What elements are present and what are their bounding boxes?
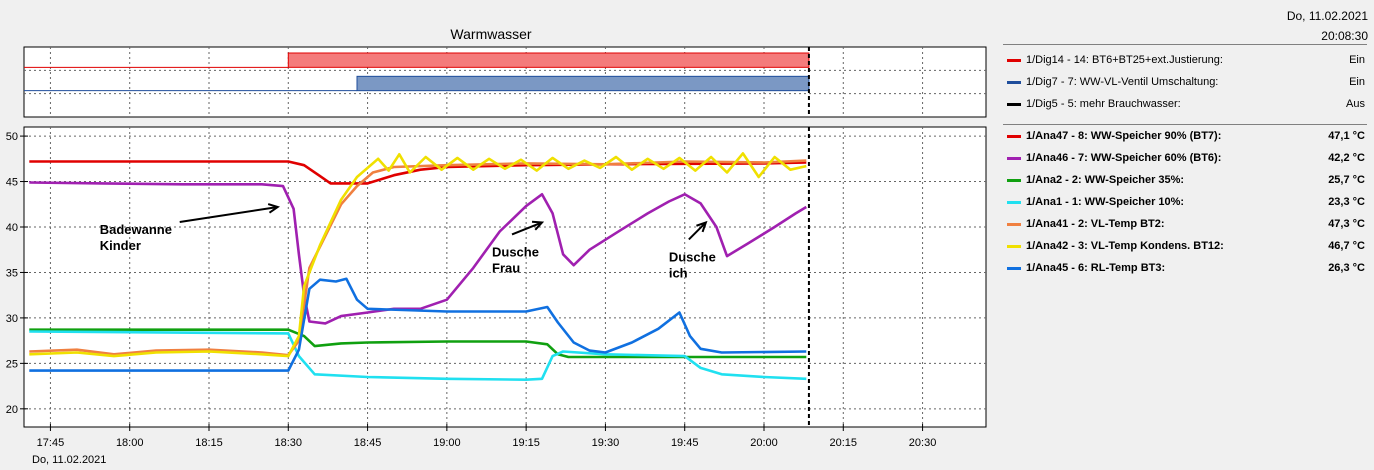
analog-legend-row: 1/Ana46 - 7: WW-Speicher 60% (BT6): 42,2 … [1003,147,1367,169]
legend-divider-mid [1003,124,1367,125]
annotation-label: ich [669,265,688,280]
x-tick-label: 19:45 [671,437,699,449]
digital-on-block [287,52,810,68]
legend-value: 23,3 °C [1328,196,1365,208]
legend-label: 1/Dig7 - 7: WW-VL-Ventil Umschaltung: [1026,76,1219,88]
x-tick-label: 19:15 [512,437,540,449]
x-tick-label: 18:45 [354,437,382,449]
digital-on-block [356,75,810,92]
header-date: Do, 11.02.2021 [1286,9,1368,23]
annotation-arrowhead [531,220,545,231]
x-axis-date-label: Do, 11.02.2021 [32,454,106,466]
analog-legend-row: 1/Ana47 - 8: WW-Speicher 90% (BT7): 47,1 … [1003,125,1367,147]
series-line [29,181,807,325]
legend-swatch [1007,178,1021,182]
legend-label: 1/Ana47 - 8: WW-Speicher 90% (BT7): [1026,130,1222,142]
y-tick-label: 30 [6,313,18,325]
annotation-arrow [688,221,707,241]
legend-swatch [1007,266,1021,270]
annotation-label: Dusche [669,249,716,264]
legend-swatch [1007,156,1021,160]
annotation-arrowhead [696,220,708,233]
legend-value: Ein [1349,54,1365,66]
y-tick-label: 50 [6,131,18,143]
legend-swatch [1007,80,1021,84]
series-line [29,277,807,372]
axes: 20 25 30 35 40 45 50 17:45 18:00 18:15 18:30 18:45 1… [6,131,937,449]
digital-legend-row: 1/Dig7 - 7: WW-VL-Ventil Umschaltung: Ein [1003,71,1367,93]
legend-value: 26,3 °C [1328,262,1365,274]
x-tick-label: 20:00 [750,437,778,449]
legend-label: 1/Ana45 - 6: RL-Temp BT3: [1026,262,1166,274]
chart-title: Warmwasser [450,26,531,42]
x-tick-label: 17:45 [37,437,65,449]
annotation-arrow [179,206,278,223]
x-tick-label: 18:30 [275,437,303,449]
legend-label: 1/Dig5 - 5: mehr Brauchwasser: [1026,98,1181,110]
x-tick-label: 19:30 [592,437,620,449]
legend-label: 1/Ana46 - 7: WW-Speicher 60% (BT6): [1026,152,1222,164]
x-tick-label: 18:15 [195,437,223,449]
annotation-label: Kinder [100,238,141,253]
annotation-label: Badewanne [100,222,172,237]
digital-series [24,52,810,92]
x-tick-label: 20:30 [909,437,937,449]
legend-label: 1/Dig14 - 14: BT6+BT25+ext.Justierung: [1026,54,1223,66]
analog-legend-row: 1/Ana2 - 2: WW-Speicher 35%: 25,7 °C [1003,169,1367,191]
x-tick-label: 19:00 [433,437,461,449]
legend-value: Aus [1346,98,1365,110]
legend-swatch [1007,222,1021,226]
analog-legend-row: 1/Ana42 - 3: VL-Temp Kondens. BT12: 46,7 … [1003,235,1367,257]
legend-swatch [1007,134,1021,138]
legend-swatch [1007,58,1021,62]
legend-label: 1/Ana41 - 2: VL-Temp BT2: [1026,218,1165,230]
y-tick-label: 45 [6,177,18,189]
series-line [29,152,807,358]
y-tick-label: 25 [6,358,18,370]
annotation-label: Dusche [492,244,539,259]
legend-swatch [1007,102,1021,106]
analog-legend-row: 1/Ana41 - 2: VL-Temp BT2: 47,3 °C [1003,213,1367,235]
digital-legend-row: 1/Dig5 - 5: mehr Brauchwasser: Aus [1003,93,1367,115]
legend-divider-top [1003,44,1367,45]
analog-legend-row: 1/Ana45 - 6: RL-Temp BT3: 26,3 °C [1003,257,1367,279]
legend-swatch [1007,200,1021,204]
x-tick-label: 18:00 [116,437,144,449]
digital-legend-row: 1/Dig14 - 14: BT6+BT25+ext.Justierung: Ei… [1003,49,1367,71]
legend-value: 47,3 °C [1328,218,1365,230]
grid-lines [24,47,986,427]
annotation-label: Frau [492,260,520,275]
x-tick-label: 20:15 [830,437,858,449]
legend-label: 1/Ana1 - 1: WW-Speicher 10%: [1026,196,1185,208]
legend-label: 1/Ana2 - 2: WW-Speicher 35%: [1026,174,1185,186]
header-time: 20:08:30 [1321,29,1368,43]
legend-value: 25,7 °C [1328,174,1365,186]
legend-value: 46,7 °C [1328,240,1365,252]
legend-value: 42,2 °C [1328,152,1365,164]
analog-series [29,152,807,381]
y-tick-label: 40 [6,222,18,234]
y-tick-label: 35 [6,267,18,279]
legend-value: 47,1 °C [1328,130,1365,142]
annotation-arrowhead [267,203,280,214]
legend-swatch [1007,244,1021,248]
annotation-arrow [511,221,543,236]
y-tick-label: 20 [6,404,18,416]
legend-label: 1/Ana42 - 3: VL-Temp Kondens. BT12: [1026,240,1224,252]
legend-value: Ein [1349,76,1365,88]
analog-legend-row: 1/Ana1 - 1: WW-Speicher 10%: 23,3 °C [1003,191,1367,213]
series-line [29,330,807,381]
analog-plot-area [23,126,987,428]
